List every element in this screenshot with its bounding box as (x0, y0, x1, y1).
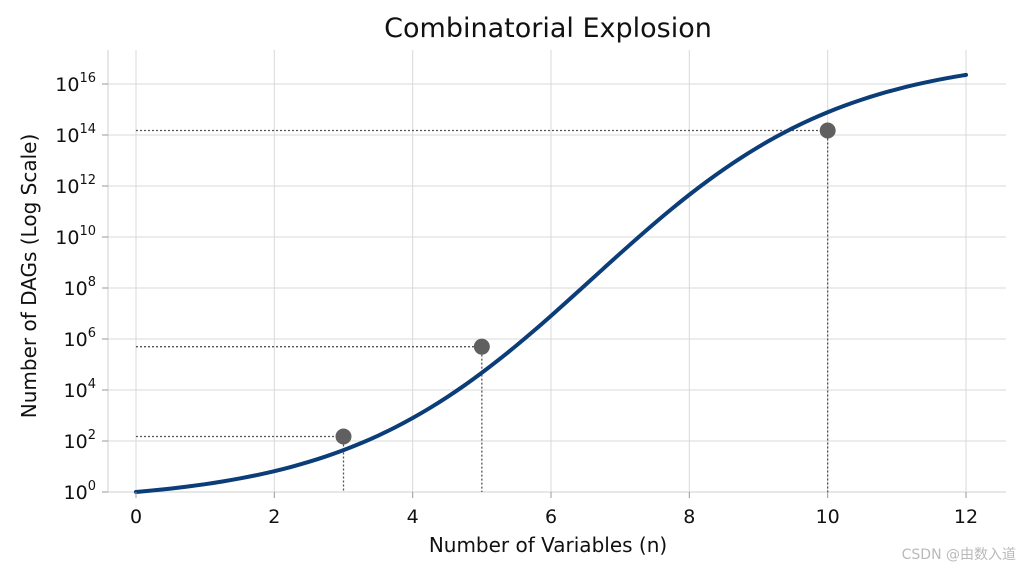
y-tick-label: 102 (64, 428, 96, 453)
x-axis-ticks: 0 2 4 6 8 10 12 (130, 492, 978, 528)
x-axis-label: Number of Variables (n) (429, 533, 667, 557)
plot-frame (107, 50, 1006, 493)
guide-lines (136, 129, 829, 492)
y-tick-label: 1014 (55, 122, 96, 147)
watermark: CSDN @由数入道 (901, 547, 1016, 563)
x-tick-label: 2 (268, 506, 280, 528)
x-tick-label: 12 (954, 506, 978, 528)
y-tick-label: 100 (64, 479, 96, 504)
y-axis-ticks: 100 102 104 106 108 1010 1012 1014 1016 (55, 71, 108, 504)
grid (108, 50, 1006, 493)
x-tick-label: 0 (130, 506, 142, 528)
y-tick-label: 104 (64, 377, 96, 402)
series-layer (134, 72, 968, 494)
chart-title: Combinatorial Explosion (384, 13, 712, 44)
highlight-points (335, 122, 836, 445)
y-axis-label: Number of DAGs (Log Scale) (17, 134, 41, 418)
x-tick-label: 6 (545, 506, 557, 528)
y-tick-label: 1012 (55, 173, 96, 198)
y-tick-label: 106 (64, 326, 96, 351)
highlight-point (473, 338, 490, 355)
series-line (134, 72, 968, 494)
y-tick-label: 108 (64, 275, 96, 300)
x-tick-label: 4 (407, 506, 419, 528)
x-tick-label: 10 (816, 506, 840, 528)
highlight-point (335, 428, 352, 445)
y-tick-label: 1016 (55, 71, 96, 96)
y-tick-label: 1010 (55, 224, 96, 249)
highlight-point (819, 122, 836, 139)
x-tick-label: 8 (683, 506, 695, 528)
